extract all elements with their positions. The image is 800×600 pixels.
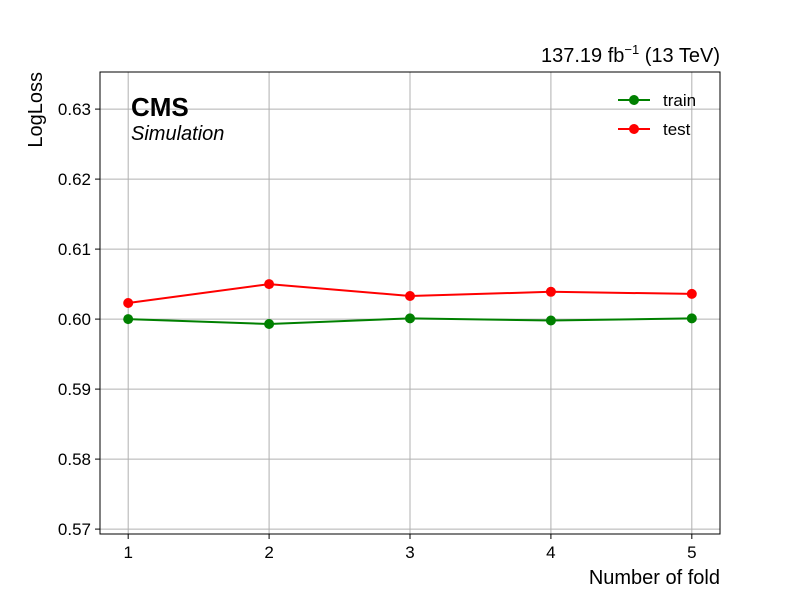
x-tick-label: 5 bbox=[687, 543, 696, 562]
y-tick-label: 0.61 bbox=[58, 240, 91, 259]
simulation-label: Simulation bbox=[131, 123, 224, 145]
y-tick-label: 0.62 bbox=[58, 170, 91, 189]
x-tick-label: 1 bbox=[123, 543, 132, 562]
luminosity-label: 137.19 fb−1 (13 TeV) bbox=[541, 42, 720, 67]
legend-swatch-marker bbox=[629, 124, 639, 134]
legend-entry-test: test bbox=[618, 120, 691, 139]
legend: train test bbox=[618, 91, 696, 139]
data-point-train bbox=[545, 315, 556, 326]
data-point-train bbox=[123, 314, 134, 325]
luminosity-exponent: −1 bbox=[624, 42, 639, 57]
series-test bbox=[123, 279, 697, 308]
legend-swatch-marker bbox=[629, 95, 639, 105]
y-tick-label: 0.58 bbox=[58, 450, 91, 469]
data-point-test bbox=[123, 298, 134, 308]
legend-label: train bbox=[663, 91, 696, 110]
legend-entry-train: train bbox=[618, 91, 696, 110]
y-tick-label: 0.63 bbox=[58, 100, 91, 119]
legend-label: test bbox=[663, 120, 691, 139]
series-train bbox=[123, 313, 697, 329]
data-point-train bbox=[686, 313, 697, 324]
data-point-train bbox=[264, 319, 275, 329]
x-axis-label: Number of fold bbox=[589, 567, 720, 589]
data-point-train bbox=[405, 313, 415, 324]
x-tick-label: 4 bbox=[546, 543, 555, 562]
y-axis: 0.57 0.58 0.59 0.60 0.61 0.62 0.63 bbox=[58, 100, 100, 539]
x-tick-label: 3 bbox=[405, 543, 414, 562]
y-tick-label: 0.57 bbox=[58, 520, 91, 539]
y-axis-label: LogLoss bbox=[25, 72, 47, 148]
series-layer bbox=[123, 279, 697, 329]
y-tick-label: 0.60 bbox=[58, 310, 91, 329]
data-point-test bbox=[545, 286, 556, 297]
x-tick-label: 2 bbox=[264, 543, 273, 562]
y-tick-label: 0.59 bbox=[58, 380, 91, 399]
data-point-test bbox=[686, 288, 697, 299]
data-point-test bbox=[264, 279, 275, 290]
data-point-test bbox=[405, 291, 415, 301]
luminosity-energy: (13 TeV) bbox=[639, 45, 720, 67]
cms-label: CMS bbox=[131, 92, 189, 122]
x-axis: 1 2 3 4 5 bbox=[123, 534, 697, 562]
